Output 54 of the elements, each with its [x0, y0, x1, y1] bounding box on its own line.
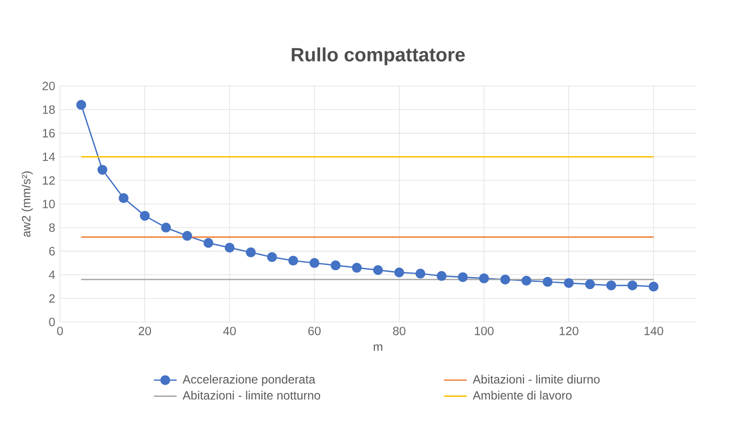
legend-label: Abitazioni - limite diurno [472, 374, 600, 384]
x-tick-label: 0 [57, 326, 63, 336]
x-tick-label: 120 [560, 326, 578, 336]
x-tick-label: 60 [308, 326, 321, 336]
legend-label: Accelerazione ponderata [182, 374, 316, 386]
y-tick-label: 12 [42, 176, 55, 185]
x-axis-title: m [374, 344, 382, 351]
point [415, 268, 426, 279]
point [500, 274, 510, 284]
point [330, 260, 341, 270]
point [140, 210, 150, 221]
y-tick-label: 6 [49, 246, 55, 256]
x-tick-label: 100 [474, 326, 494, 336]
point [267, 252, 277, 262]
point [648, 282, 659, 292]
y-tick-label: 16 [42, 128, 55, 138]
legend-label: Abitazioni - limite notturno [182, 390, 320, 400]
point [97, 164, 108, 175]
point [542, 276, 553, 287]
chart-title: Rullo compattatore [292, 47, 465, 66]
x-tick-label: 40 [223, 326, 236, 336]
point [352, 262, 362, 273]
y-tick-label: 8 [49, 223, 55, 232]
x-tick-label: 80 [393, 326, 406, 336]
point [118, 193, 129, 204]
point [436, 271, 447, 281]
y-axis-title: aw2 (mm/s²) [22, 171, 33, 237]
legend-label: Ambiente di lavoro [472, 390, 572, 400]
point [373, 265, 383, 276]
y-tick-label: 18 [42, 105, 55, 114]
point [246, 247, 256, 258]
point [309, 258, 320, 268]
point [479, 273, 489, 284]
y-tick-label: 20 [42, 82, 55, 90]
point [203, 238, 214, 248]
y-tick-label: 4 [48, 270, 55, 279]
point [521, 276, 532, 286]
point [288, 256, 298, 266]
point [76, 100, 86, 110]
y-tick-label: 14 [42, 152, 55, 161]
point [585, 279, 595, 290]
point [161, 222, 171, 233]
y-tick-label: 2 [49, 294, 55, 303]
point [627, 280, 638, 290]
point [458, 272, 468, 282]
point [224, 242, 235, 253]
y-tick-label: 0 [49, 318, 55, 326]
point [394, 267, 404, 278]
x-tick-label: 140 [644, 326, 664, 336]
point [564, 278, 574, 288]
x-tick-label: 20 [138, 326, 152, 336]
point [606, 280, 616, 290]
point [182, 230, 192, 241]
y-tick-label: 10 [42, 200, 55, 208]
